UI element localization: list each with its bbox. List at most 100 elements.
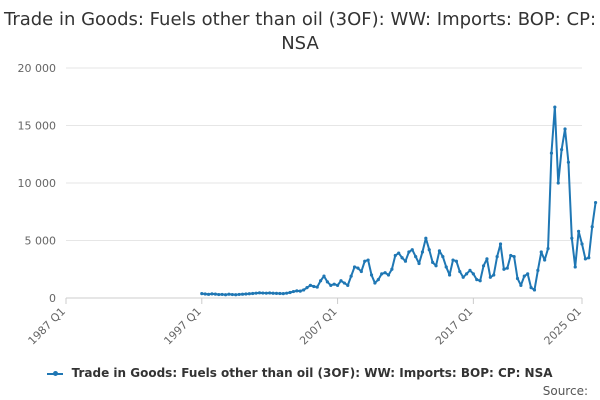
data-point[interactable] bbox=[441, 255, 445, 259]
data-point[interactable] bbox=[223, 293, 228, 297]
data-point[interactable] bbox=[264, 291, 268, 295]
data-point[interactable] bbox=[583, 257, 587, 261]
data-point[interactable] bbox=[285, 291, 289, 295]
data-point[interactable] bbox=[434, 264, 438, 268]
data-point[interactable] bbox=[556, 181, 560, 185]
data-point[interactable] bbox=[424, 236, 428, 240]
data-point[interactable] bbox=[488, 275, 492, 279]
data-point[interactable] bbox=[278, 291, 282, 296]
data-point[interactable] bbox=[444, 265, 448, 269]
data-point[interactable] bbox=[400, 256, 404, 260]
data-point[interactable] bbox=[274, 291, 279, 295]
data-point[interactable] bbox=[393, 253, 397, 258]
data-point[interactable] bbox=[319, 279, 323, 283]
series-line[interactable] bbox=[201, 106, 597, 296]
data-point[interactable] bbox=[437, 249, 442, 253]
data-point[interactable] bbox=[206, 292, 211, 296]
data-point[interactable] bbox=[498, 242, 503, 246]
data-point[interactable] bbox=[573, 265, 577, 269]
data-point[interactable] bbox=[302, 288, 306, 292]
data-point[interactable] bbox=[560, 148, 564, 152]
data-point[interactable] bbox=[315, 285, 319, 289]
data-point[interactable] bbox=[532, 288, 537, 292]
data-point[interactable] bbox=[339, 279, 343, 283]
data-point[interactable] bbox=[475, 278, 479, 282]
data-point[interactable] bbox=[519, 283, 523, 287]
data-point[interactable] bbox=[251, 291, 255, 296]
data-point[interactable] bbox=[237, 292, 241, 297]
data-point[interactable] bbox=[481, 264, 486, 268]
data-point[interactable] bbox=[427, 248, 431, 252]
data-point[interactable] bbox=[383, 271, 387, 275]
data-point[interactable] bbox=[210, 292, 214, 296]
data-point[interactable] bbox=[485, 257, 489, 261]
data-point[interactable] bbox=[220, 292, 224, 297]
data-point[interactable] bbox=[217, 292, 221, 297]
legend[interactable]: Trade in Goods: Fuels other than oil (3O… bbox=[0, 366, 600, 380]
data-point[interactable] bbox=[580, 242, 584, 246]
data-point[interactable] bbox=[407, 250, 411, 254]
data-point[interactable] bbox=[213, 292, 217, 296]
data-point[interactable] bbox=[414, 255, 418, 259]
data-point[interactable] bbox=[397, 251, 401, 255]
data-point[interactable] bbox=[566, 160, 571, 164]
data-point[interactable] bbox=[417, 261, 421, 266]
data-point[interactable] bbox=[464, 272, 469, 276]
data-point[interactable] bbox=[291, 289, 296, 294]
data-point[interactable] bbox=[461, 275, 465, 279]
data-point[interactable] bbox=[230, 292, 234, 297]
data-point[interactable] bbox=[254, 291, 258, 295]
data-point[interactable] bbox=[329, 283, 333, 287]
data-point[interactable] bbox=[386, 273, 391, 277]
data-point[interactable] bbox=[512, 255, 516, 259]
data-point[interactable] bbox=[346, 283, 350, 287]
data-point[interactable] bbox=[332, 282, 336, 286]
data-point[interactable] bbox=[240, 292, 245, 296]
data-point[interactable] bbox=[431, 260, 435, 264]
data-point[interactable] bbox=[505, 266, 509, 270]
data-point[interactable] bbox=[234, 293, 238, 297]
data-point[interactable] bbox=[244, 292, 248, 296]
data-point[interactable] bbox=[325, 280, 329, 284]
data-point[interactable] bbox=[553, 105, 557, 109]
data-point[interactable] bbox=[261, 291, 265, 295]
data-point[interactable] bbox=[380, 272, 384, 276]
data-point[interactable] bbox=[536, 268, 540, 272]
data-point[interactable] bbox=[247, 292, 251, 296]
data-point[interactable] bbox=[373, 281, 377, 285]
data-point[interactable] bbox=[593, 200, 598, 205]
data-point[interactable] bbox=[471, 272, 475, 276]
data-point[interactable] bbox=[577, 229, 581, 233]
data-point[interactable] bbox=[410, 248, 414, 252]
data-point[interactable] bbox=[515, 276, 520, 281]
data-point[interactable] bbox=[570, 236, 574, 240]
data-point[interactable] bbox=[478, 279, 482, 283]
data-point[interactable] bbox=[312, 284, 316, 289]
data-point[interactable] bbox=[526, 272, 530, 276]
data-point[interactable] bbox=[522, 274, 526, 278]
data-point[interactable] bbox=[359, 269, 363, 274]
data-point[interactable] bbox=[352, 265, 357, 269]
data-point[interactable] bbox=[502, 267, 506, 271]
data-point[interactable] bbox=[492, 273, 496, 277]
data-point[interactable] bbox=[281, 292, 285, 296]
data-point[interactable] bbox=[403, 259, 408, 263]
data-point[interactable] bbox=[288, 290, 292, 295]
data-point[interactable] bbox=[549, 151, 554, 155]
data-point[interactable] bbox=[420, 250, 425, 254]
data-point[interactable] bbox=[495, 255, 499, 259]
data-point[interactable] bbox=[298, 289, 302, 293]
data-point[interactable] bbox=[227, 292, 231, 296]
data-point[interactable] bbox=[563, 127, 567, 131]
data-point[interactable] bbox=[529, 286, 533, 290]
data-point[interactable] bbox=[390, 267, 394, 271]
data-point[interactable] bbox=[587, 256, 591, 260]
data-point[interactable] bbox=[200, 292, 204, 296]
data-point[interactable] bbox=[454, 259, 458, 263]
data-point[interactable] bbox=[268, 291, 272, 295]
data-point[interactable] bbox=[271, 291, 275, 295]
data-point[interactable] bbox=[295, 289, 299, 293]
data-point[interactable] bbox=[349, 274, 353, 278]
data-point[interactable] bbox=[509, 253, 513, 258]
data-point[interactable] bbox=[543, 258, 547, 262]
